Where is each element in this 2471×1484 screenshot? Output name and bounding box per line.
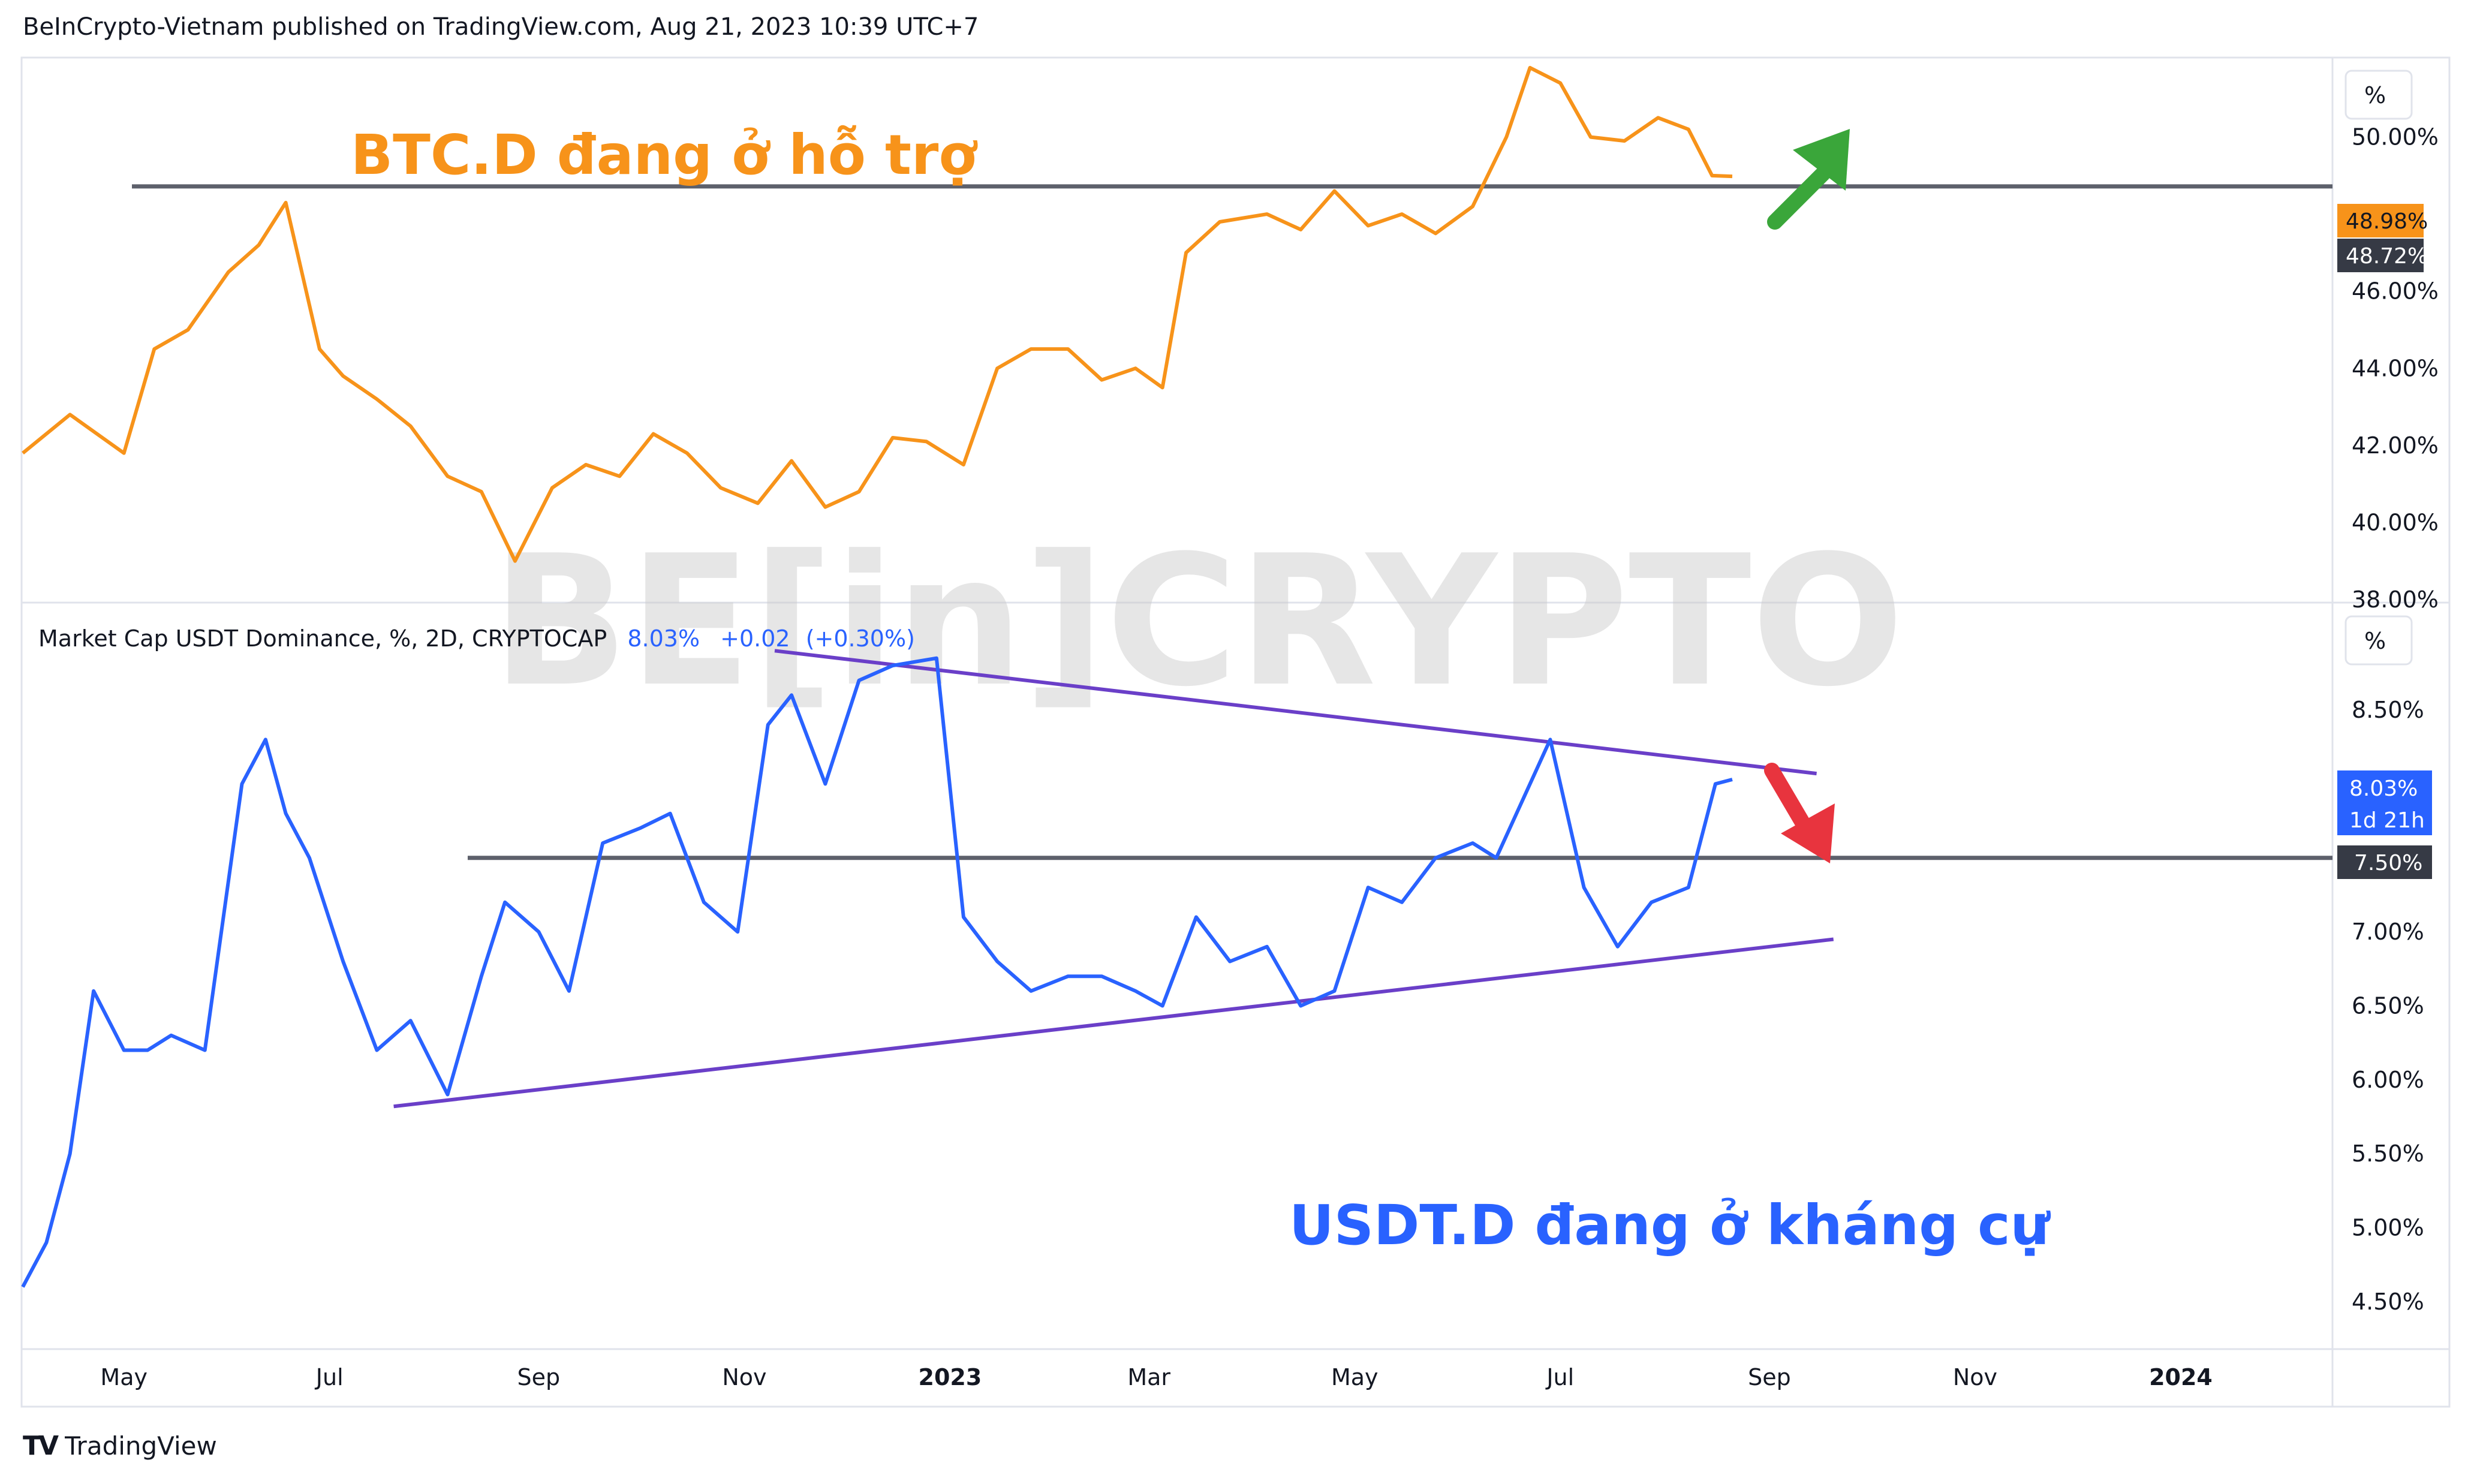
x-tick-3: Nov: [722, 1364, 766, 1390]
usdt-legend-change-pct: (+0.30%): [806, 625, 915, 652]
top-unit-button[interactable]: %: [2364, 82, 2386, 109]
tradingview-brand-name: TradingView: [65, 1431, 217, 1461]
usdt-legend-value: 8.03%: [627, 625, 700, 652]
top-y-ticks: 50.00% 46.00% 44.00% 42.00% 40.00% 38.00%: [2352, 124, 2439, 613]
x-tick-2: Sep: [517, 1364, 561, 1390]
bottom-unit-button-box[interactable]: [2344, 615, 2413, 666]
bottom-unit-button[interactable]: %: [2364, 628, 2386, 654]
top-y-tick-1: 46.00%: [2352, 278, 2439, 305]
bottom-y-tick-1: 7.00%: [2352, 919, 2424, 945]
bottom-y-tick-2: 6.50%: [2352, 993, 2424, 1019]
bottom-y-ticks: 8.50% 7.00% 6.50% 6.00% 5.50% 5.00% 4.50%: [2352, 697, 2424, 1315]
usdt-legend: Market Cap USDT Dominance, %, 2D, CRYPTO…: [38, 625, 915, 652]
btc-annotation: BTC.D đang ở hỗ trợ: [351, 123, 978, 187]
usdt-dominance-series: [21, 656, 1733, 1288]
bottom-y-tick-0: 8.50%: [2352, 697, 2424, 723]
top-y-tick-3: 42.00%: [2352, 432, 2439, 459]
usdt-lower-trendline: [393, 937, 1834, 1109]
chart-frame: [20, 56, 2451, 1408]
x-tick-9: Nov: [1953, 1364, 1997, 1390]
top-y-tick-2: 44.00%: [2352, 355, 2439, 381]
top-y-tick-4: 40.00%: [2352, 509, 2439, 535]
up-arrow-icon: [1767, 129, 1850, 230]
btc-support-tag: 48.72%: [2346, 244, 2428, 269]
usdt-legend-change: +0.02: [720, 625, 790, 652]
tradingview-brand[interactable]: TV TradingView: [23, 1431, 217, 1461]
x-tick-1: Jul: [315, 1364, 344, 1390]
published-header: BeInCrypto-Vietnam published on TradingV…: [23, 13, 979, 41]
tradingview-logo-icon: TV: [23, 1431, 59, 1461]
usdt-annotation: USDT.D đang ở kháng cự: [1289, 1193, 2051, 1257]
usdt-resistance-tag-box: [2337, 845, 2432, 879]
top-unit-button-box[interactable]: [2344, 70, 2413, 120]
usdt-legend-title: Market Cap USDT Dominance, %, 2D, CRYPTO…: [38, 625, 607, 652]
x-axis-ticks: May Jul Sep Nov 2023 Mar May Jul Sep Nov 2024: [100, 1364, 2212, 1390]
usdt-last-tag: 8.03%: [2349, 776, 2418, 801]
x-tick-0: May: [100, 1364, 148, 1390]
usdt-last-tag-box: [2337, 770, 2432, 835]
x-tick-8: Sep: [1748, 1364, 1791, 1390]
x-tick-5: Mar: [1127, 1364, 1170, 1390]
bottom-y-tick-4: 5.50%: [2352, 1140, 2424, 1167]
x-tick-10: 2024: [2149, 1364, 2213, 1390]
top-y-tick-0: 50.00%: [2352, 124, 2439, 150]
btc-last-tag-box: [2337, 204, 2424, 237]
down-arrow-icon: [1764, 763, 1835, 863]
top-y-tick-5: 38.00%: [2352, 586, 2439, 613]
usdt-resistance-tag: 7.50%: [2354, 851, 2422, 875]
bottom-y-tick-5: 5.00%: [2352, 1215, 2424, 1241]
bottom-y-tick-6: 4.50%: [2352, 1289, 2424, 1315]
bottom-y-tick-3: 6.00%: [2352, 1067, 2424, 1093]
x-tick-7: Jul: [1545, 1364, 1574, 1390]
btc-last-tag: 48.98%: [2346, 209, 2428, 234]
watermark-text: BE[in]CRYPTO: [492, 517, 1904, 726]
usdt-upper-trendline: [774, 649, 1817, 776]
btc-dominance-series: [22, 65, 1733, 563]
btc-support-tag-box: [2337, 239, 2424, 272]
usdt-countdown-tag: 1d 21h: [2349, 808, 2425, 833]
x-tick-4: 2023: [919, 1364, 982, 1390]
x-tick-6: May: [1331, 1364, 1379, 1390]
